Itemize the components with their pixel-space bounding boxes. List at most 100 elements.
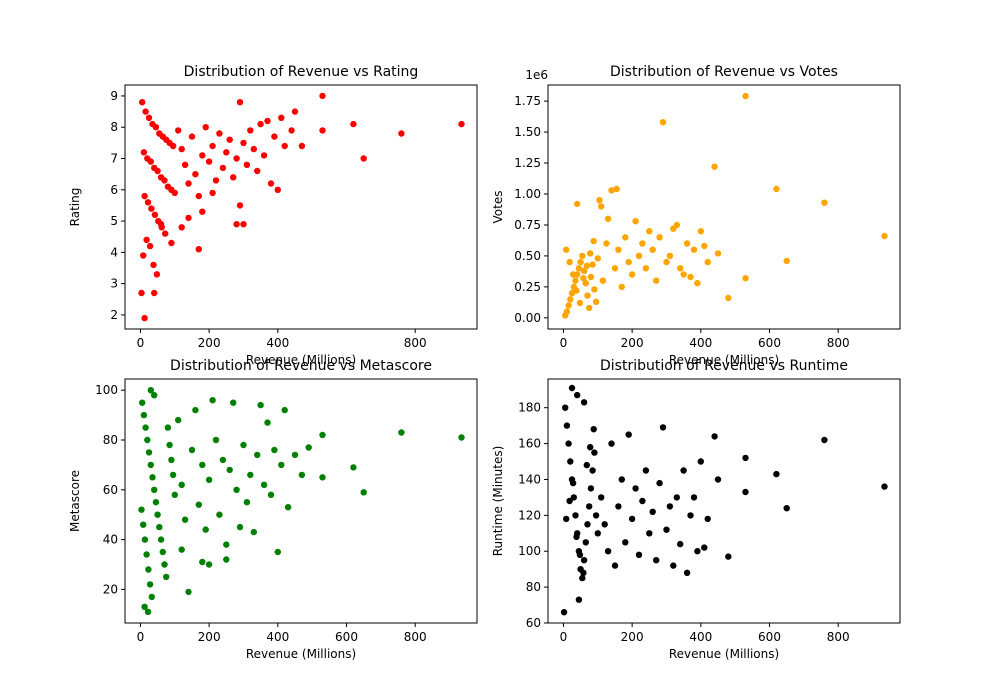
data-point bbox=[143, 551, 150, 558]
data-point bbox=[714, 476, 722, 483]
data-point bbox=[247, 127, 254, 134]
data-point bbox=[233, 486, 240, 493]
x-tick-label: 0 bbox=[137, 630, 145, 644]
data-point bbox=[178, 145, 185, 153]
data-point bbox=[563, 422, 571, 429]
data-point bbox=[271, 133, 278, 140]
plot-frame bbox=[547, 84, 901, 330]
data-point bbox=[250, 528, 257, 536]
data-point bbox=[725, 553, 732, 560]
data-point bbox=[611, 265, 619, 272]
data-point bbox=[680, 271, 687, 278]
data-point bbox=[212, 177, 220, 184]
data-point bbox=[642, 467, 650, 474]
data-point bbox=[171, 189, 178, 197]
data-point bbox=[274, 186, 281, 193]
data-point bbox=[267, 180, 275, 187]
data-point bbox=[209, 142, 216, 150]
data-point bbox=[646, 530, 653, 537]
data-point bbox=[590, 426, 597, 433]
data-point bbox=[236, 523, 244, 531]
x-tick-label: 600 bbox=[758, 630, 781, 644]
y-offset-label: 1e6 bbox=[525, 68, 548, 82]
y-tick-label: 8 bbox=[110, 120, 118, 134]
y-tick-label: 20 bbox=[103, 582, 118, 596]
data-point bbox=[587, 444, 594, 451]
data-point bbox=[185, 588, 192, 596]
data-point bbox=[577, 258, 584, 266]
data-point bbox=[175, 416, 182, 424]
y-tick-label: 60 bbox=[103, 483, 118, 497]
data-point bbox=[199, 208, 206, 215]
data-point bbox=[288, 127, 295, 134]
data-point bbox=[580, 275, 587, 282]
y-tick-label: 40 bbox=[103, 533, 118, 547]
y-tick-label: 180 bbox=[518, 401, 541, 415]
data-point bbox=[574, 391, 581, 399]
y-tick-label: 6 bbox=[110, 183, 118, 197]
data-point bbox=[572, 512, 579, 519]
data-point bbox=[697, 228, 704, 235]
x-tick-label: 0 bbox=[560, 336, 568, 350]
data-point bbox=[281, 142, 288, 150]
data-point bbox=[576, 551, 584, 558]
data-point bbox=[284, 504, 292, 511]
data-point bbox=[140, 411, 148, 419]
data-point bbox=[656, 479, 663, 487]
data-point bbox=[628, 271, 636, 278]
data-point bbox=[592, 512, 600, 519]
data-point bbox=[202, 124, 209, 131]
data-point bbox=[622, 234, 629, 241]
data-point bbox=[360, 489, 367, 496]
data-point bbox=[611, 562, 619, 569]
data-point bbox=[226, 136, 233, 143]
data-point bbox=[219, 164, 227, 172]
x-tick-label: 400 bbox=[689, 630, 712, 644]
data-point bbox=[223, 149, 230, 156]
x-tick-label: 600 bbox=[758, 336, 781, 350]
data-point bbox=[580, 569, 587, 576]
data-point bbox=[725, 294, 732, 302]
y-tick-label: 1.75 bbox=[514, 94, 541, 108]
y-tick-label: 120 bbox=[518, 508, 541, 522]
data-point bbox=[566, 258, 573, 266]
data-point bbox=[278, 461, 285, 469]
data-point bbox=[168, 456, 175, 464]
data-point bbox=[560, 609, 568, 616]
data-point bbox=[145, 566, 152, 573]
data-point bbox=[594, 255, 601, 262]
data-point bbox=[260, 481, 268, 488]
data-point bbox=[212, 436, 220, 444]
data-point bbox=[714, 250, 722, 257]
data-point bbox=[240, 441, 247, 449]
data-point bbox=[653, 277, 660, 284]
data-point bbox=[254, 451, 261, 459]
data-point bbox=[171, 491, 178, 498]
data-point bbox=[185, 180, 192, 187]
data-point bbox=[154, 511, 161, 518]
data-point bbox=[141, 192, 148, 200]
data-point bbox=[140, 252, 147, 259]
data-point bbox=[291, 451, 299, 459]
data-point bbox=[146, 581, 154, 588]
chart-panel-3: 0 200 400 600 800 20 40 60 80 100 Distribution of … bbox=[68, 358, 478, 661]
data-point bbox=[690, 494, 698, 501]
data-point bbox=[608, 187, 615, 194]
y-tick-label: 60 bbox=[526, 616, 541, 630]
data-point bbox=[659, 119, 667, 126]
data-point bbox=[599, 277, 607, 284]
data-point bbox=[666, 252, 674, 260]
data-point bbox=[574, 200, 581, 208]
x-axis-label: Revenue (Millions) bbox=[246, 353, 356, 367]
data-point bbox=[144, 436, 151, 444]
data-point bbox=[319, 474, 326, 481]
data-point bbox=[604, 215, 612, 222]
data-point bbox=[140, 149, 148, 156]
data-point bbox=[151, 211, 159, 218]
data-point bbox=[209, 189, 216, 197]
chart-title: Distribution of Revenue vs Runtime bbox=[600, 358, 848, 374]
y-tick-label: 3 bbox=[110, 277, 118, 291]
data-point bbox=[257, 401, 264, 409]
data-point bbox=[271, 446, 278, 454]
data-point bbox=[223, 556, 230, 563]
